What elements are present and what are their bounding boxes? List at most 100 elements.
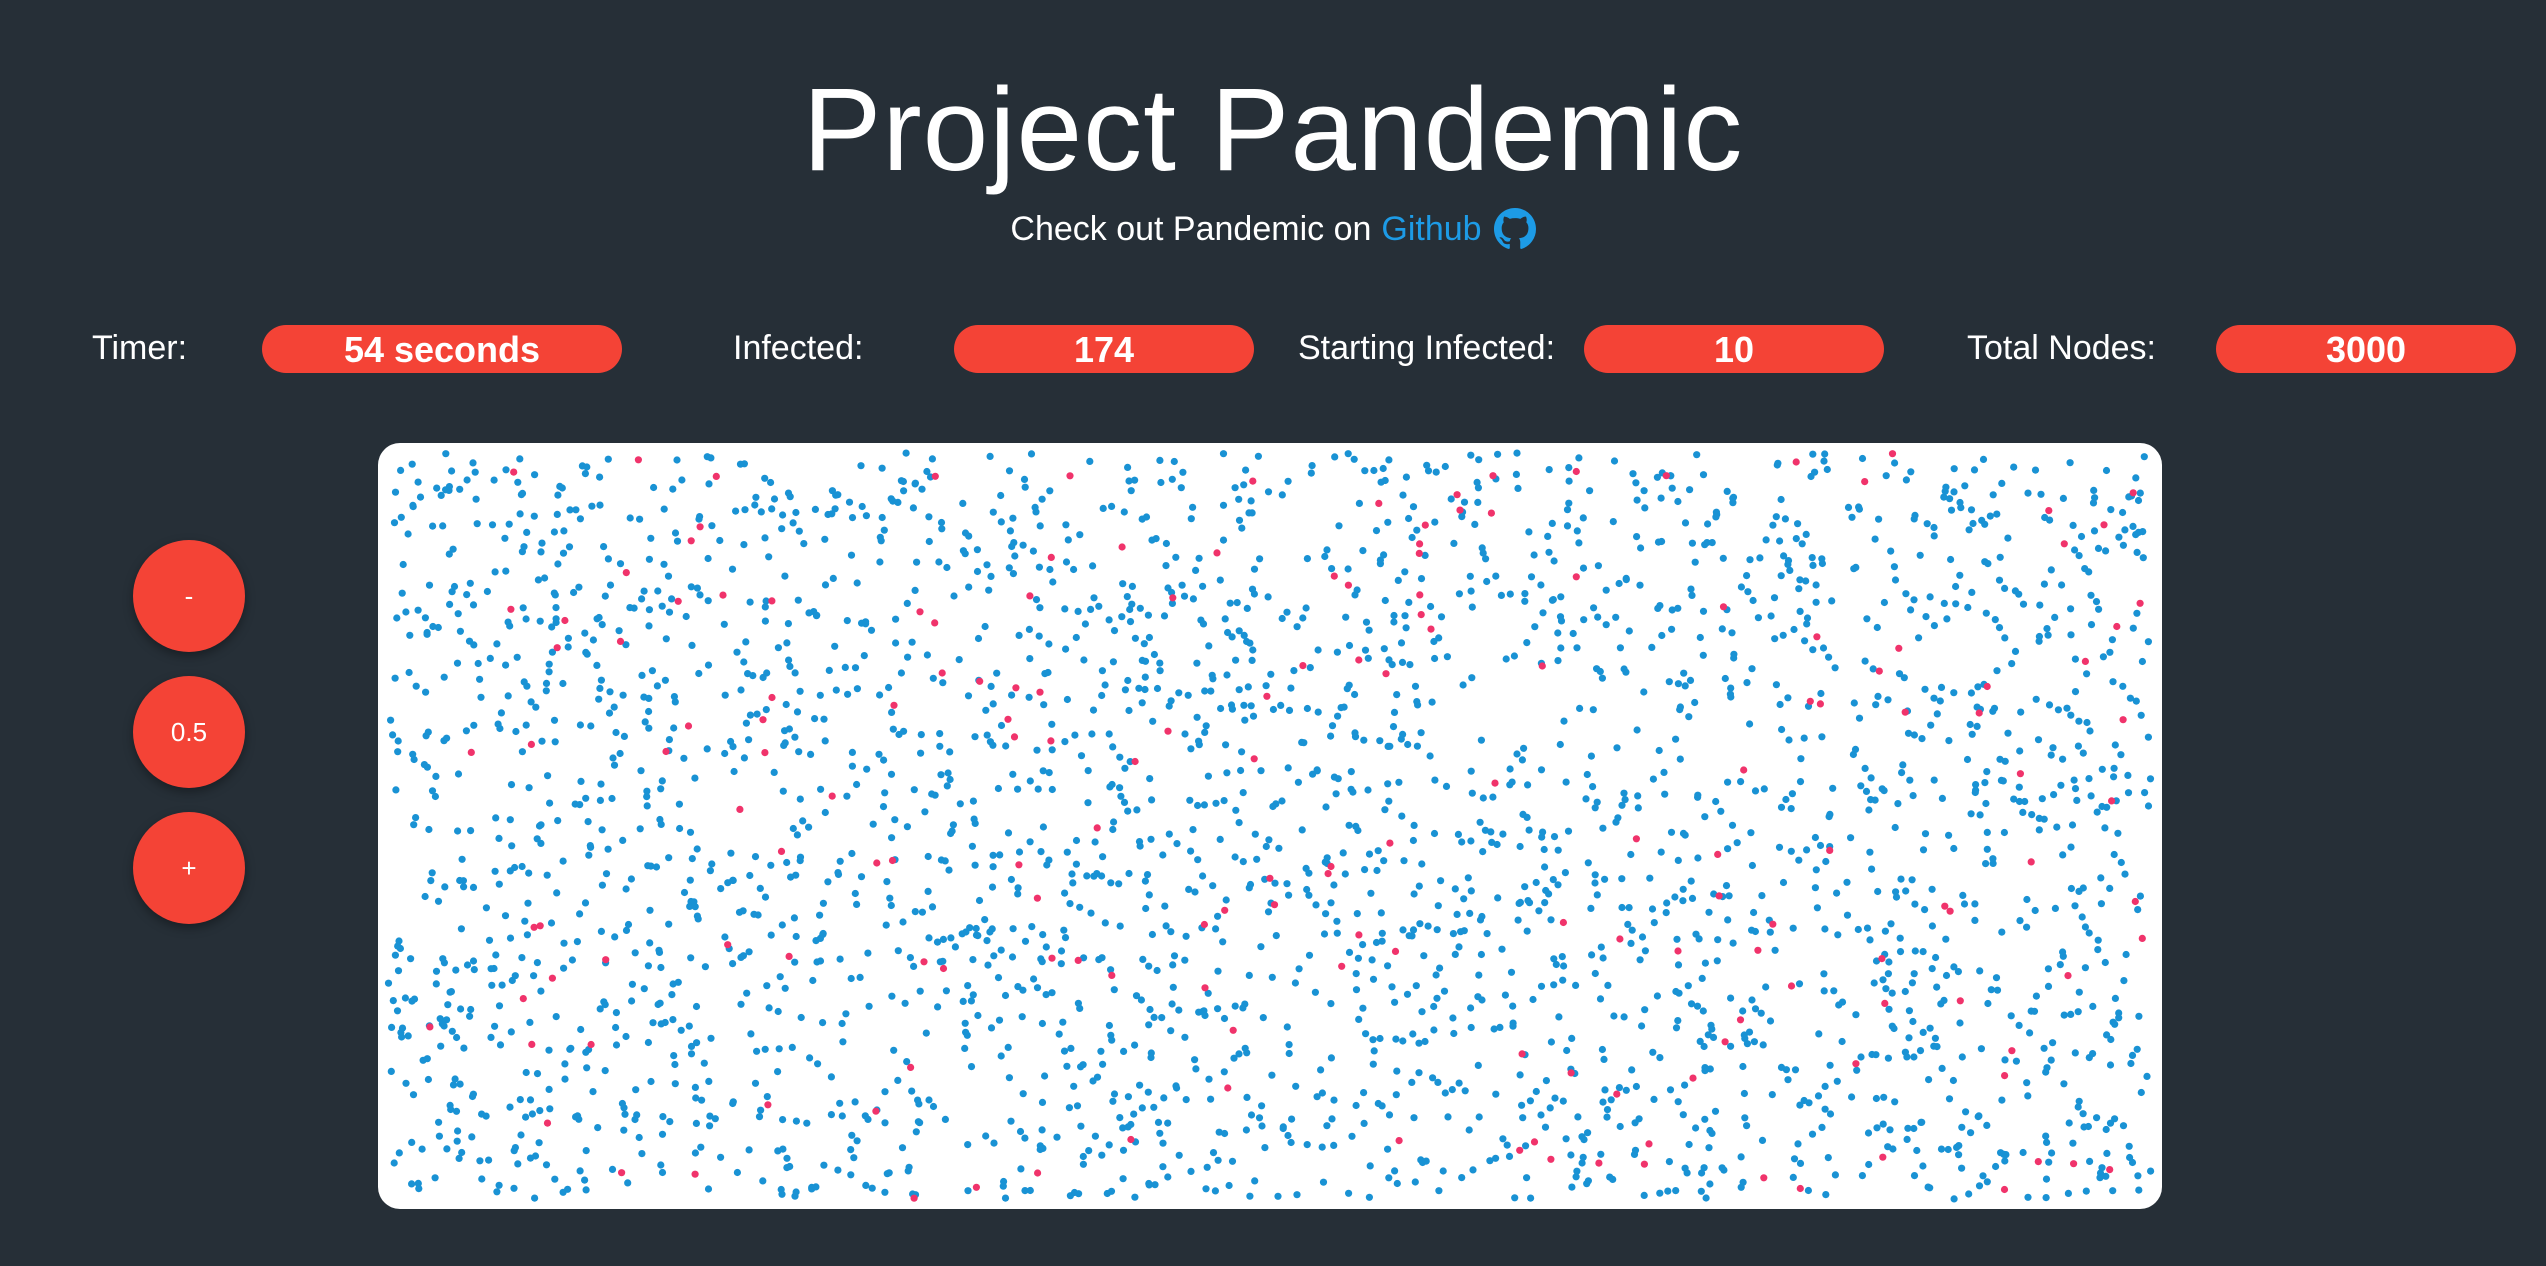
healthy-node: [1975, 1182, 1984, 1190]
healthy-node: [2075, 988, 2083, 996]
healthy-node: [1831, 1171, 1839, 1179]
healthy-node: [1704, 1031, 1712, 1039]
infected-node: [528, 1040, 536, 1048]
healthy-node: [1640, 487, 1648, 495]
healthy-node: [1320, 930, 1329, 938]
healthy-node: [1298, 826, 1306, 834]
healthy-node: [1388, 983, 1396, 991]
healthy-node: [2067, 631, 2075, 639]
infected-node: [1740, 766, 1748, 774]
speed-value-button[interactable]: 0.5: [133, 676, 245, 788]
healthy-node: [1430, 1026, 1438, 1034]
healthy-node: [1901, 1048, 1909, 1056]
increase-speed-button[interactable]: +: [133, 812, 245, 924]
healthy-node: [1009, 925, 1017, 933]
healthy-node: [1467, 1023, 1475, 1032]
healthy-node: [1269, 705, 1277, 714]
healthy-node: [1632, 479, 1640, 487]
healthy-node: [1008, 953, 1017, 961]
healthy-node: [1029, 547, 1037, 555]
healthy-node: [1081, 620, 1089, 628]
github-link[interactable]: Github: [1381, 210, 1482, 248]
healthy-node: [1327, 1054, 1335, 1062]
healthy-node: [1089, 562, 1097, 570]
healthy-node: [1815, 1030, 1823, 1038]
healthy-node: [1427, 602, 1435, 611]
healthy-node: [1672, 1024, 1681, 1032]
healthy-node: [493, 640, 501, 648]
github-icon[interactable]: [1493, 208, 1536, 250]
healthy-node: [729, 1098, 737, 1106]
healthy-node: [2042, 1175, 2051, 1183]
healthy-node: [2082, 1187, 2090, 1195]
healthy-node: [1835, 1001, 1843, 1009]
healthy-node: [847, 1171, 855, 1179]
healthy-node: [1620, 665, 1628, 673]
decrease-speed-button[interactable]: -: [133, 540, 245, 652]
healthy-node: [2019, 808, 2027, 816]
healthy-node: [1691, 558, 1699, 566]
healthy-node: [790, 914, 798, 922]
healthy-node: [657, 1020, 665, 1028]
healthy-node: [1038, 1098, 1047, 1106]
healthy-node: [1850, 565, 1858, 573]
healthy-node: [611, 933, 619, 941]
healthy-node: [495, 880, 503, 888]
healthy-node: [985, 586, 993, 594]
simulation-canvas[interactable]: [378, 443, 2162, 1209]
healthy-node: [1996, 755, 2004, 763]
healthy-node: [572, 1113, 580, 1121]
healthy-node: [1872, 701, 1880, 709]
healthy-node: [1182, 1096, 1190, 1104]
healthy-node: [1032, 596, 1041, 604]
healthy-node: [491, 1022, 499, 1030]
healthy-node: [2019, 600, 2028, 608]
healthy-node: [706, 867, 714, 875]
healthy-node: [1808, 554, 1816, 562]
healthy-node: [1451, 950, 1459, 958]
healthy-node: [1431, 654, 1439, 663]
healthy-node: [640, 985, 648, 993]
healthy-node: [1449, 930, 1457, 938]
healthy-node: [700, 1059, 708, 1067]
healthy-node: [1384, 962, 1392, 970]
healthy-node: [1074, 607, 1082, 615]
healthy-node: [598, 826, 606, 834]
healthy-node: [1987, 986, 1995, 994]
infected-node: [1066, 472, 1074, 480]
healthy-node: [1359, 547, 1367, 555]
healthy-node: [906, 954, 915, 962]
healthy-node: [1328, 722, 1337, 730]
healthy-node: [1460, 895, 1468, 903]
healthy-node: [404, 530, 412, 538]
healthy-node: [1243, 604, 1251, 612]
healthy-node: [891, 816, 899, 824]
healthy-node: [473, 520, 481, 528]
infected-node: [1164, 727, 1172, 735]
healthy-node: [1871, 796, 1879, 804]
healthy-node: [606, 688, 614, 696]
healthy-node: [2092, 598, 2101, 606]
healthy-node: [1966, 720, 1974, 729]
healthy-node: [735, 908, 744, 916]
healthy-node: [559, 857, 567, 865]
healthy-node: [997, 721, 1006, 730]
healthy-node: [1207, 1095, 1215, 1103]
healthy-node: [929, 674, 937, 682]
healthy-node: [582, 794, 590, 802]
healthy-node: [925, 934, 933, 942]
healthy-node: [1701, 959, 1709, 967]
healthy-node: [1216, 835, 1224, 843]
healthy-node: [421, 614, 429, 622]
healthy-node: [1583, 1180, 1591, 1188]
healthy-node: [1187, 847, 1195, 855]
healthy-node: [561, 1060, 569, 1068]
healthy-node: [742, 638, 750, 646]
healthy-node: [1706, 1126, 1714, 1135]
healthy-node: [1160, 612, 1169, 620]
healthy-node: [428, 869, 436, 877]
healthy-node: [2119, 682, 2127, 690]
healthy-node: [1907, 468, 1915, 476]
healthy-node: [1949, 1076, 1957, 1085]
healthy-node: [531, 1194, 539, 1202]
